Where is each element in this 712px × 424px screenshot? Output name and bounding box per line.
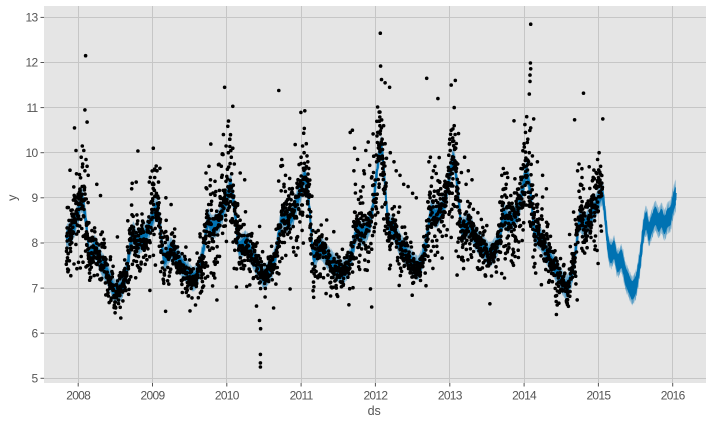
svg-text:5: 5	[32, 372, 39, 386]
svg-text:y: y	[6, 194, 20, 201]
svg-text:2008: 2008	[66, 389, 91, 403]
svg-text:2014: 2014	[512, 389, 537, 403]
svg-text:12: 12	[26, 56, 39, 70]
svg-text:6: 6	[32, 326, 39, 340]
svg-text:ds: ds	[368, 404, 381, 418]
svg-text:2015: 2015	[586, 389, 611, 403]
svg-text:7: 7	[32, 281, 39, 295]
svg-text:8: 8	[32, 236, 39, 250]
svg-text:2012: 2012	[363, 389, 388, 403]
svg-text:2011: 2011	[290, 389, 314, 403]
svg-text:13: 13	[26, 11, 39, 25]
svg-text:2009: 2009	[141, 389, 166, 403]
svg-text:2010: 2010	[215, 389, 240, 403]
svg-text:2016: 2016	[661, 389, 686, 403]
svg-text:11: 11	[26, 101, 38, 115]
svg-text:2013: 2013	[438, 389, 463, 403]
svg-text:10: 10	[26, 146, 39, 160]
svg-text:9: 9	[32, 191, 39, 205]
